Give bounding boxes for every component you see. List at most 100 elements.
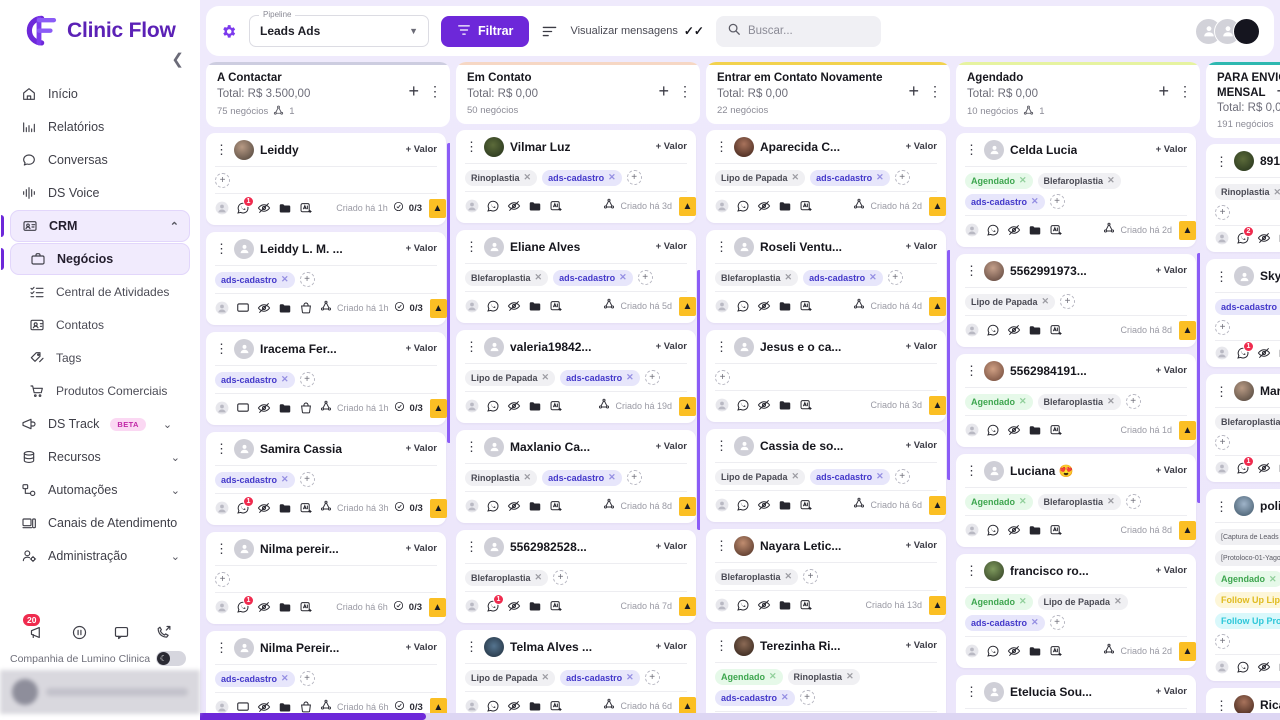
ai-icon[interactable] — [299, 501, 313, 515]
warning-icon[interactable]: ▲ — [429, 597, 446, 617]
avatar-muted-icon[interactable] — [1215, 660, 1229, 674]
deal-card[interactable]: ⋮ Nayara Letic... + Valor Blefaroplastia ✕ + C… — [706, 528, 946, 622]
note-icon[interactable] — [528, 399, 542, 413]
remove-tag-icon[interactable]: ✕ — [791, 471, 800, 482]
remove-tag-icon[interactable]: ✕ — [534, 272, 543, 283]
remove-tag-icon[interactable]: ✕ — [281, 274, 289, 285]
column-cards[interactable]: ⋮ Aparecida C... + Valor Lipo de Papada ✕ ads… — [706, 129, 950, 720]
card-tag[interactable]: Follow Up Lipo✕ — [1215, 592, 1280, 609]
card-tag[interactable]: ads-cadastro✕ — [810, 468, 890, 485]
card-menu-button[interactable]: ⋮ — [465, 239, 478, 255]
ai-icon[interactable] — [799, 598, 813, 612]
add-tag-button[interactable]: + — [1049, 194, 1065, 210]
add-tag-button[interactable]: + — [637, 270, 653, 286]
deal-card[interactable]: ⋮ Iracema Fer... + Valor ads-cadastro ✕ + Cria… — [206, 331, 447, 425]
card-menu-button[interactable]: ⋮ — [965, 142, 978, 158]
card-tag[interactable]: ads-cadastro✕ — [1215, 299, 1280, 316]
whatsapp-icon[interactable] — [986, 644, 1000, 658]
eye-off-icon[interactable] — [1257, 346, 1271, 360]
whatsapp-icon[interactable] — [986, 323, 1000, 337]
search-box[interactable] — [715, 15, 881, 47]
avatar-muted-icon[interactable] — [465, 399, 479, 413]
remove-tag-icon[interactable]: ✕ — [523, 472, 532, 483]
deal-card[interactable]: ⋮ Terezinha Ri... + Valor Agendado ✕ Rinoplas… — [706, 628, 946, 720]
chevron-up-icon[interactable]: ⌃ — [169, 220, 179, 233]
add-value-button[interactable]: + Valor — [655, 641, 687, 653]
card-menu-button[interactable]: ⋮ — [1215, 498, 1228, 514]
card-tag[interactable]: Blefaroplastia✕ — [715, 568, 799, 585]
remove-tag-icon[interactable]: ✕ — [281, 474, 289, 485]
avatar-muted-icon[interactable] — [215, 501, 229, 515]
card-tag[interactable]: Rinoplastia ✕ — [465, 469, 538, 486]
card-menu-button[interactable]: ⋮ — [215, 441, 228, 457]
card-tag[interactable]: Blefaroplastia✕ — [1037, 172, 1121, 189]
remove-tag-icon[interactable]: ✕ — [769, 671, 777, 682]
warning-icon[interactable]: ▲ — [679, 396, 696, 416]
sidebar-item-contatos[interactable]: Contatos — [10, 309, 190, 341]
ai-icon[interactable] — [799, 498, 813, 512]
card-tag[interactable]: Follow Up Prot✕ — [1215, 613, 1280, 630]
warning-icon[interactable]: ▲ — [679, 496, 696, 516]
ai-icon[interactable] — [1049, 323, 1063, 337]
eye-off-icon[interactable] — [507, 699, 521, 713]
card-tag[interactable]: [Captura de Leads - \u2026✕ — [1215, 529, 1280, 546]
warning-icon[interactable]: ▲ — [1179, 420, 1196, 440]
add-card-button[interactable]: + — [1276, 82, 1280, 100]
note-icon[interactable] — [278, 301, 292, 315]
avatar-muted-icon[interactable] — [215, 201, 229, 215]
avatar-muted-icon[interactable] — [465, 199, 479, 213]
whatsapp-icon[interactable] — [486, 299, 500, 313]
deal-card[interactable]: ⋮ 5562982528... + Valor Blefaroplastia ✕ +1 Cr… — [456, 529, 696, 623]
add-value-button[interactable]: + Valor — [405, 144, 437, 156]
eye-off-icon[interactable] — [257, 301, 271, 315]
add-tag-button[interactable]: + — [644, 670, 660, 686]
ai-icon[interactable] — [549, 599, 563, 613]
card-tag[interactable]: Blefaroplastia✕ — [1037, 493, 1121, 510]
add-value-button[interactable]: + Valor — [1155, 365, 1187, 377]
sidebar-item-recursos[interactable]: Recursos ⌄ — [10, 441, 190, 473]
column-cards[interactable]: ⋮8914Rinoplastia✕+2⋮Sky Dads-cadastro✕+1… — [1206, 144, 1280, 720]
note-icon[interactable] — [528, 699, 542, 713]
eye-off-icon[interactable] — [257, 600, 271, 614]
card-tag[interactable]: ads-cadastro✕ — [215, 371, 295, 388]
deal-card[interactable]: ⋮ 5562984191... + Valor Agendado ✕ Blefaropla… — [956, 353, 1196, 447]
remove-tag-icon[interactable]: ✕ — [791, 172, 800, 183]
warning-icon[interactable]: ▲ — [929, 495, 946, 515]
avatar-muted-icon[interactable] — [965, 423, 979, 437]
card-tag[interactable]: Agendado ✕ — [965, 172, 1033, 189]
remove-tag-icon[interactable]: ✕ — [523, 172, 532, 183]
ai-icon[interactable] — [549, 399, 563, 413]
deal-card[interactable]: ⋮ Roseli Ventu... + Valor Blefaroplastia ✕ ad… — [706, 229, 946, 323]
eye-off-icon[interactable] — [1257, 461, 1271, 475]
ai-icon[interactable] — [1049, 644, 1063, 658]
remove-tag-icon[interactable]: ✕ — [541, 672, 550, 683]
add-tag-button[interactable]: + — [887, 270, 903, 286]
card-menu-button[interactable]: ⋮ — [215, 541, 228, 557]
remove-tag-icon[interactable]: ✕ — [784, 571, 793, 582]
avatar-muted-icon[interactable] — [715, 498, 729, 512]
column-menu-button[interactable]: ⋮ — [1178, 83, 1192, 99]
remove-tag-icon[interactable]: ✕ — [281, 374, 289, 385]
whatsapp-icon[interactable] — [986, 523, 1000, 537]
card-menu-button[interactable]: ⋮ — [965, 684, 978, 700]
add-value-button[interactable]: + Valor — [655, 541, 687, 553]
card-menu-button[interactable]: ⋮ — [965, 463, 978, 479]
eye-off-icon[interactable] — [257, 401, 271, 415]
card-tag[interactable]: ads-cadastro✕ — [810, 169, 890, 186]
add-value-button[interactable]: + Valor — [405, 343, 437, 355]
chevron-down-icon[interactable]: ⌄ — [170, 484, 180, 497]
ai-icon[interactable] — [799, 299, 813, 313]
card-menu-button[interactable]: ⋮ — [715, 538, 728, 554]
add-tag-button[interactable]: + — [1215, 435, 1230, 451]
avatar-muted-icon[interactable] — [1215, 346, 1229, 360]
card-menu-button[interactable]: ⋮ — [465, 139, 478, 155]
add-tag-button[interactable]: + — [894, 170, 910, 186]
note-icon[interactable] — [278, 600, 292, 614]
note-icon[interactable] — [778, 299, 792, 313]
deal-card[interactable]: ⋮ francisco ro... + Valor Agendado ✕ Lipo de … — [956, 553, 1196, 668]
warning-icon[interactable]: ▲ — [1179, 641, 1196, 661]
deal-card[interactable]: ⋮ Marc Blefaroplastia✕ +1 — [1206, 374, 1280, 483]
eye-off-icon[interactable] — [757, 498, 771, 512]
note-icon[interactable] — [778, 598, 792, 612]
comment-icon[interactable] — [236, 401, 250, 415]
